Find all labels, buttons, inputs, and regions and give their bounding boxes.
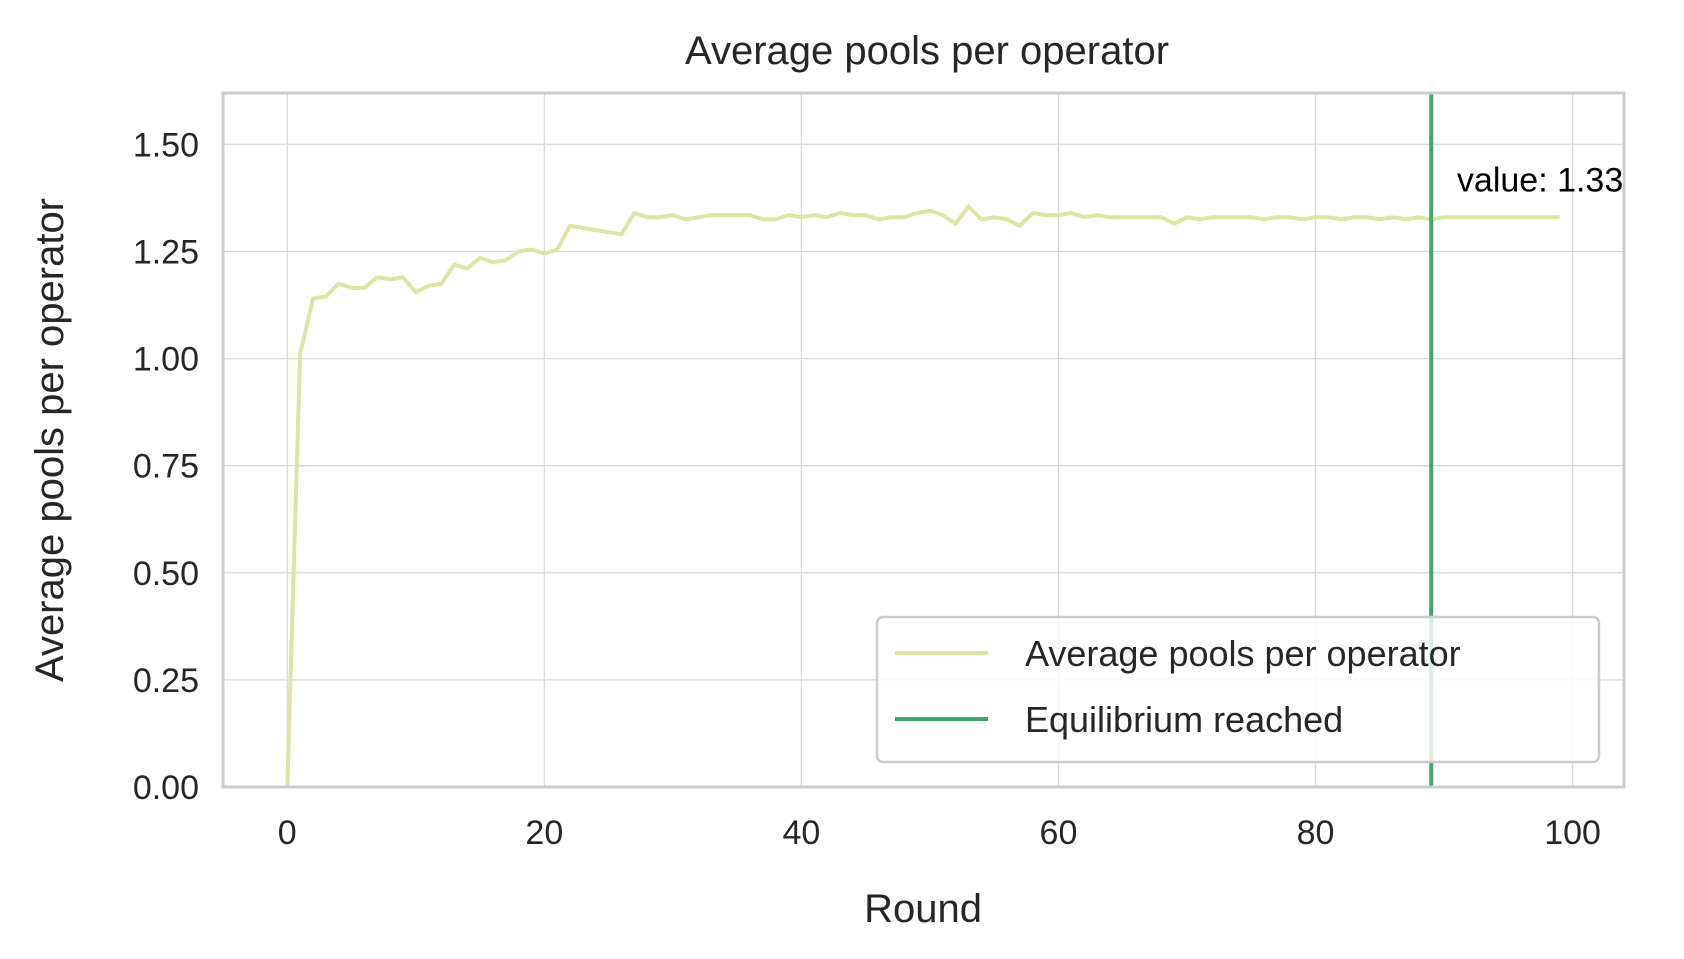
legend-label-average-pools: Average pools per operator — [1025, 633, 1461, 674]
x-tick-label: 80 — [1297, 814, 1335, 852]
y-tick-label: 1.00 — [133, 341, 199, 379]
x-tick-label: 40 — [782, 814, 820, 852]
tick-labels: 0 20 40 60 80 100 0.00 0.25 0.50 0.75 1.00 1.25 1.50 — [133, 126, 1601, 852]
x-tick-label: 100 — [1544, 814, 1601, 852]
x-tick-label: 0 — [278, 814, 297, 852]
legend-label-equilibrium: Equilibrium reached — [1025, 699, 1343, 740]
x-tick-label: 60 — [1040, 814, 1078, 852]
y-tick-label: 0.00 — [133, 769, 199, 807]
x-axis-label: Round — [864, 887, 982, 931]
x-tick-label: 20 — [525, 814, 563, 852]
value-annotation: value: 1.33 — [1457, 162, 1623, 200]
y-tick-label: 0.75 — [133, 448, 199, 486]
legend-box — [875, 615, 1601, 764]
y-tick-label: 1.25 — [133, 234, 199, 272]
legend: Average pools per operator Equilibrium r… — [875, 615, 1601, 764]
chart-title: Average pools per operator — [685, 29, 1169, 73]
y-tick-label: 0.50 — [133, 555, 199, 593]
y-axis-label: Average pools per operator — [28, 198, 72, 682]
plot-frame — [221, 91, 1626, 789]
series-line-average-pools — [285, 204, 1560, 788]
y-tick-label: 0.25 — [133, 662, 199, 700]
y-tick-label: 1.50 — [133, 126, 199, 164]
